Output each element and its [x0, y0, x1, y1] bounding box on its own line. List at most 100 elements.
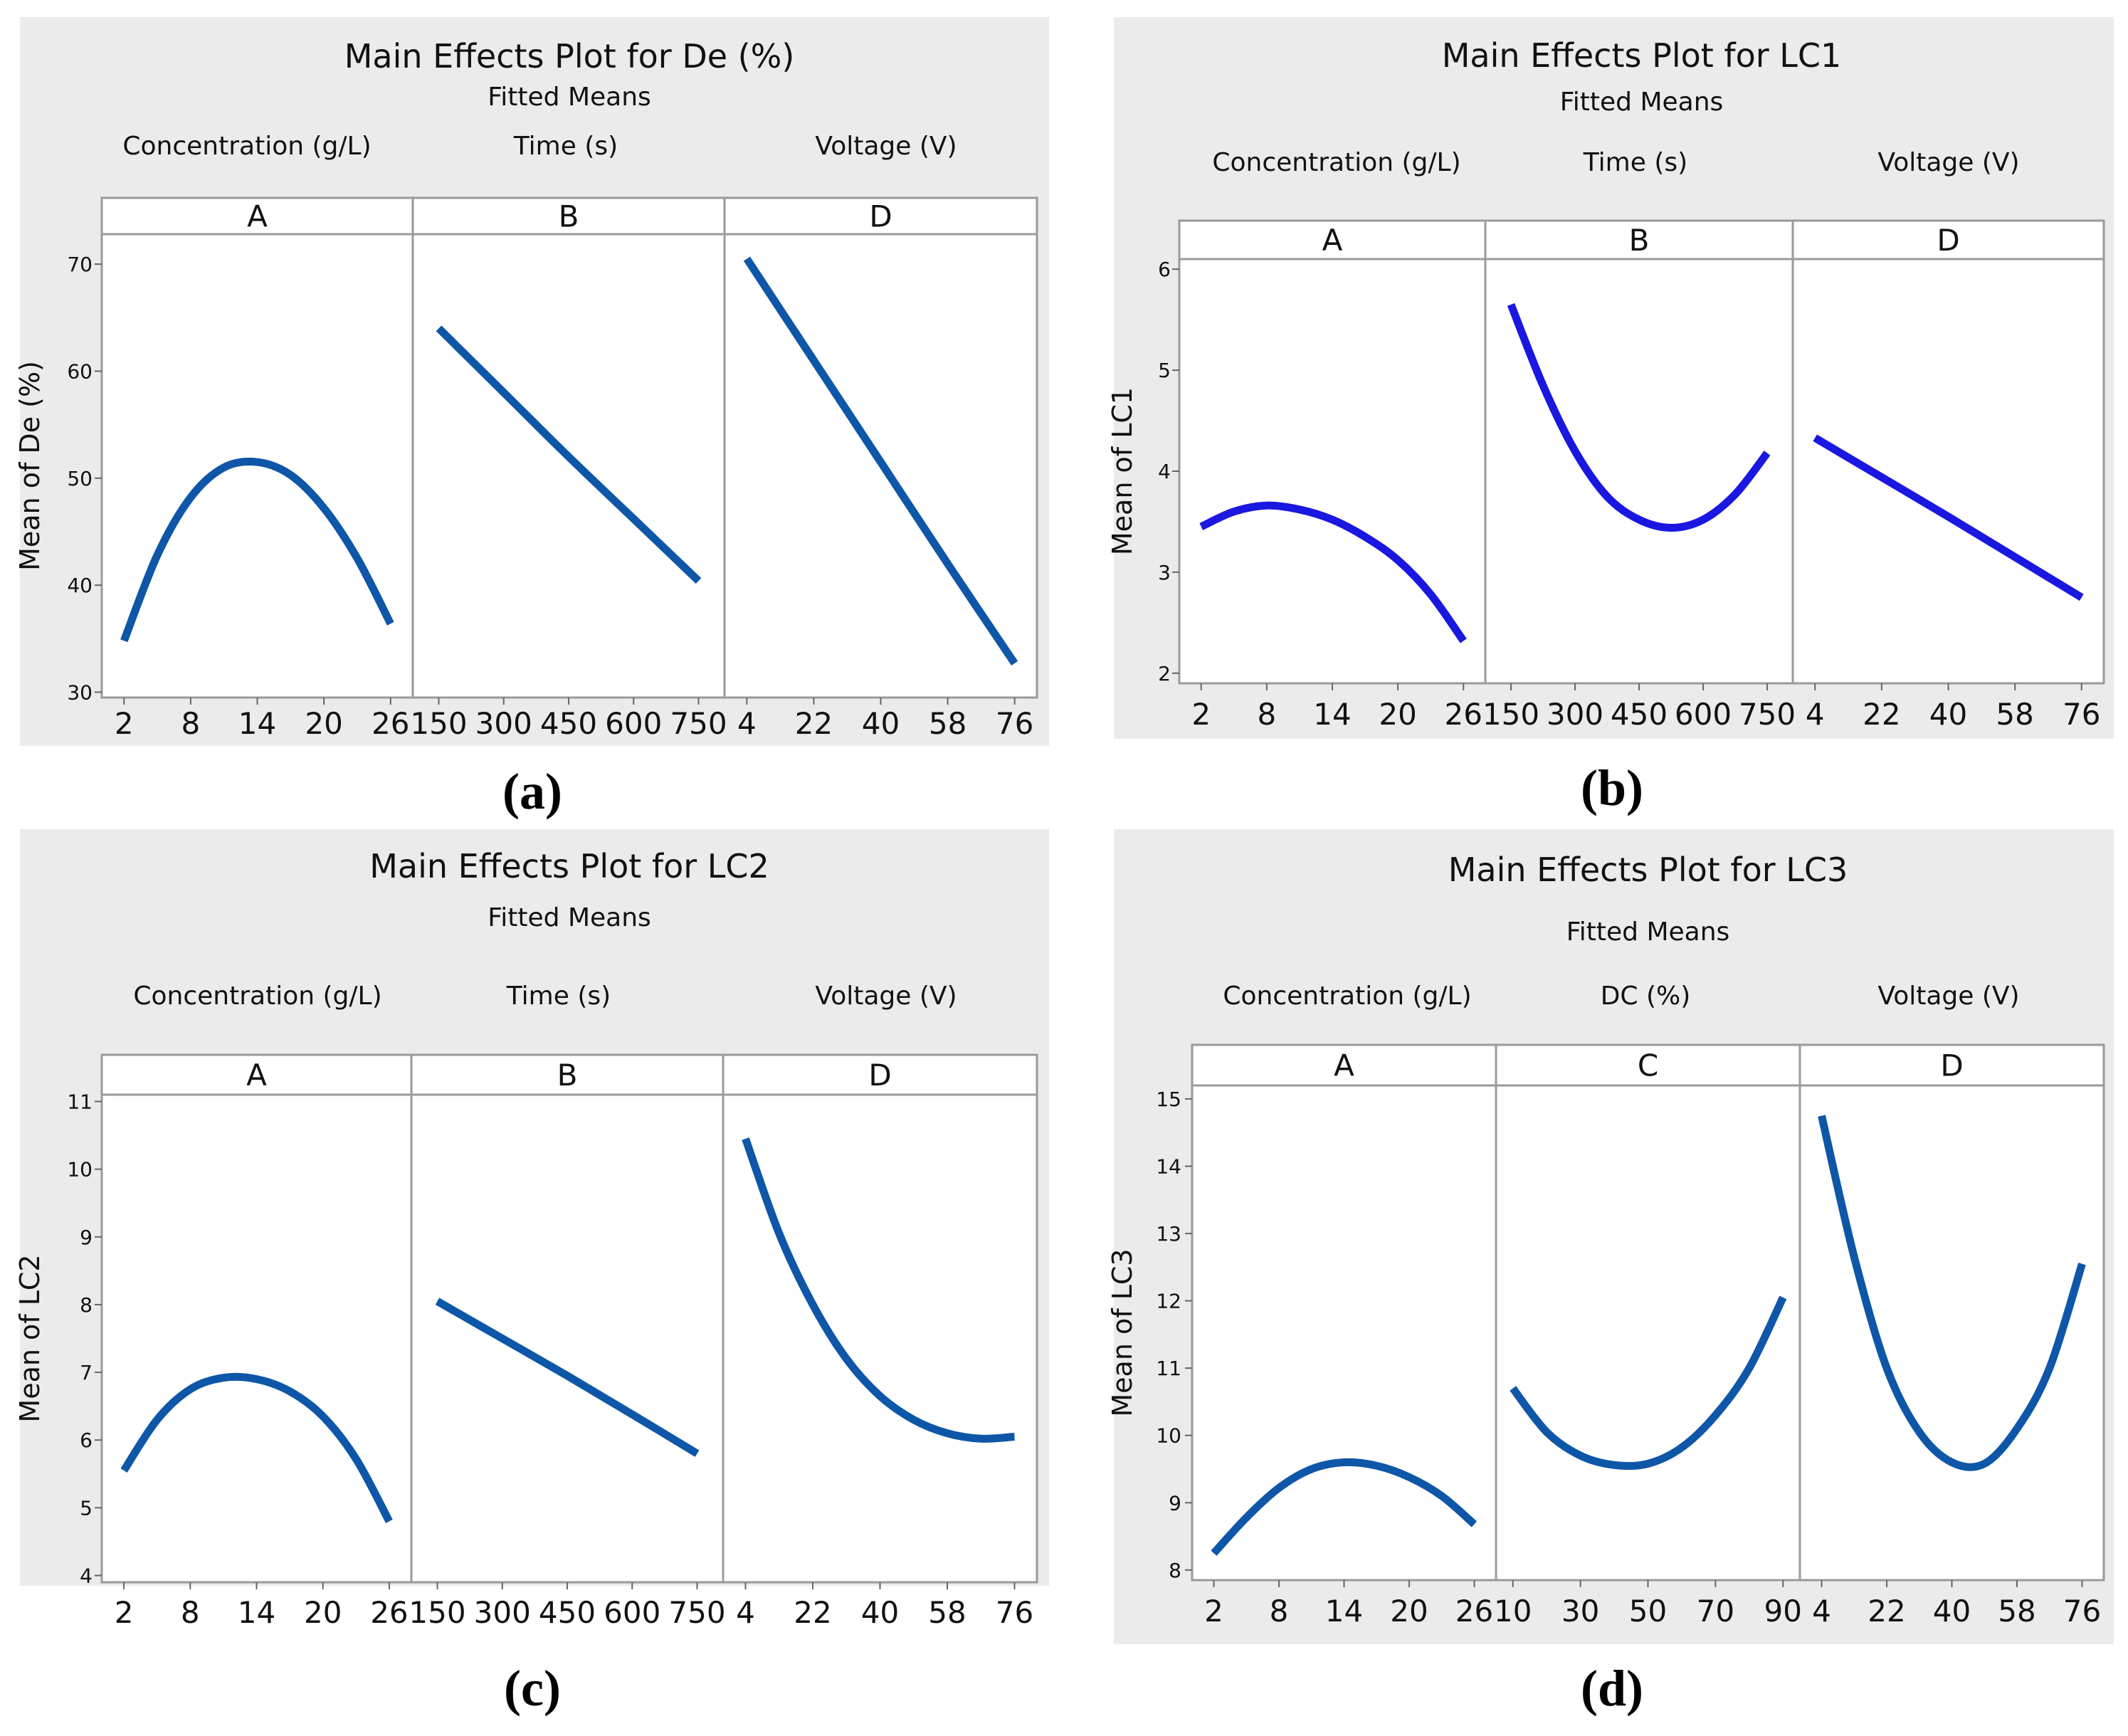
- y-tick-label: 13: [1156, 1222, 1181, 1246]
- x-tick-label: 40: [1933, 1594, 1971, 1629]
- main-effect-line-D: [742, 1137, 1015, 1443]
- factor-label: Concentration (g/L): [122, 132, 371, 161]
- facet-label: D: [869, 199, 892, 234]
- x-tick-label: 40: [862, 706, 900, 741]
- factor-label: DC (%): [1601, 982, 1691, 1011]
- y-tick-label: 70: [67, 253, 93, 276]
- x-tick-label: 450: [1611, 697, 1668, 732]
- facet-label: A: [247, 199, 268, 234]
- panel-title: Main Effects Plot for De (%): [344, 37, 795, 75]
- x-tick-label: 14: [238, 1595, 275, 1630]
- panel-title: Main Effects Plot for LC2: [369, 847, 769, 885]
- y-tick-label: 4: [1158, 460, 1171, 483]
- y-tick-label: 10: [1156, 1424, 1181, 1448]
- main-effect-line-A: [1211, 1458, 1478, 1556]
- y-tick-label: 10: [67, 1158, 93, 1182]
- y-tick-label: 2: [1158, 662, 1171, 685]
- panel-3: Main Effects Plot for LC2 Fitted Means 4 5 6…: [14, 829, 1049, 1717]
- factor-label: Voltage (V): [815, 982, 957, 1011]
- main-effect-line-A: [120, 1372, 393, 1523]
- facet-label: D: [1940, 1048, 1963, 1083]
- x-tick-label: 600: [1675, 697, 1732, 732]
- y-axis-label: Mean of LC2: [14, 1254, 46, 1422]
- main-effect-line-C: [1510, 1295, 1787, 1471]
- plot-area: [1191, 1043, 2105, 1582]
- x-tick-label: 70: [1697, 1594, 1734, 1629]
- facet-label: C: [1638, 1048, 1658, 1083]
- x-tick-label: 150: [409, 1595, 465, 1630]
- x-tick-label: 20: [1379, 697, 1416, 732]
- x-tick-label: 8: [1270, 1594, 1289, 1629]
- x-tick-label: 22: [795, 706, 833, 741]
- facet-label: D: [868, 1058, 891, 1093]
- x-tick-label: 600: [605, 706, 662, 741]
- main-effect-line-D: [1813, 434, 2084, 601]
- y-tick-label: 4: [80, 1564, 93, 1587]
- factor-label: Voltage (V): [1877, 982, 2019, 1011]
- x-tick-label: 8: [181, 1595, 200, 1630]
- x-tick-label: 2: [1204, 1594, 1223, 1629]
- facet-label: B: [559, 199, 579, 234]
- x-tick-label: 4: [736, 1595, 755, 1630]
- y-tick-label: 11: [1156, 1357, 1181, 1380]
- x-tick-label: 20: [1390, 1594, 1428, 1629]
- y-axis-label: Mean of LC3: [1107, 1248, 1138, 1416]
- facet-label: A: [1322, 223, 1343, 258]
- facet-label: A: [1334, 1048, 1354, 1083]
- y-tick-label: 3: [1158, 561, 1171, 584]
- y-axis-label: Mean of LC1: [1107, 387, 1138, 555]
- panel-subtitle: Fitted Means: [488, 83, 651, 112]
- panel-title: Main Effects Plot for LC3: [1448, 851, 1848, 889]
- x-tick-label: 30: [1561, 1594, 1599, 1629]
- y-tick-label: 7: [80, 1361, 93, 1384]
- factor-label: Time (s): [513, 132, 618, 161]
- y-tick-label: 15: [1156, 1088, 1181, 1111]
- x-tick-label: 14: [1325, 1594, 1363, 1629]
- y-tick-label: 40: [67, 574, 93, 597]
- main-effect-line-B: [436, 325, 702, 584]
- x-tick-label: 26: [370, 1595, 408, 1630]
- x-tick-label: 22: [1868, 1594, 1905, 1629]
- x-tick-label: 58: [1996, 697, 2033, 732]
- y-tick-label: 6: [1158, 258, 1171, 281]
- factor-label: Voltage (V): [1877, 148, 2019, 177]
- panel-caption: (b): [1581, 759, 1643, 816]
- main-effect-line-A: [120, 458, 394, 643]
- factor-label: Concentration (g/L): [133, 982, 381, 1011]
- x-tick-label: 40: [1929, 697, 1967, 732]
- y-tick-label: 9: [1169, 1491, 1181, 1515]
- x-tick-label: 8: [181, 706, 200, 741]
- x-tick-label: 22: [1863, 697, 1900, 732]
- main-effect-line-D: [1818, 1115, 2086, 1471]
- y-tick-label: 9: [80, 1226, 93, 1249]
- x-tick-label: 150: [1482, 697, 1539, 732]
- x-tick-label: 750: [1739, 697, 1796, 732]
- x-tick-label: 300: [1547, 697, 1603, 732]
- panel-subtitle: Fitted Means: [1566, 917, 1730, 947]
- x-tick-label: 8: [1257, 697, 1276, 732]
- y-tick-label: 60: [67, 359, 93, 383]
- y-axis-label: Mean of De (%): [14, 361, 46, 571]
- y-tick-label: 12: [1156, 1290, 1181, 1313]
- x-tick-label: 20: [304, 1595, 342, 1630]
- x-tick-label: 14: [238, 706, 276, 741]
- y-tick-label: 8: [80, 1293, 93, 1317]
- x-tick-label: 10: [1494, 1594, 1532, 1629]
- x-tick-label: 2: [1191, 697, 1211, 732]
- facet-label: B: [1629, 223, 1650, 258]
- panel-caption: (a): [502, 763, 562, 820]
- main-effect-line-D: [743, 256, 1018, 666]
- panel-subtitle: Fitted Means: [488, 903, 651, 932]
- x-tick-label: 76: [996, 706, 1033, 741]
- panel-1: Main Effects Plot for De (%) Fitted Means…: [14, 17, 1049, 820]
- x-tick-label: 750: [668, 1595, 725, 1630]
- x-tick-label: 76: [2063, 1594, 2101, 1629]
- plot-area: [100, 196, 1038, 699]
- factor-label: Concentration (g/L): [1212, 148, 1460, 177]
- x-tick-label: 750: [670, 706, 727, 741]
- factor-label: Time (s): [506, 982, 611, 1011]
- panel-2: Main Effects Plot for LC1 Fitted Means 2 3 4…: [1107, 17, 2114, 816]
- main-effect-line-A: [1199, 501, 1467, 643]
- facet-label: D: [1937, 223, 1959, 258]
- x-tick-label: 26: [1455, 1594, 1493, 1629]
